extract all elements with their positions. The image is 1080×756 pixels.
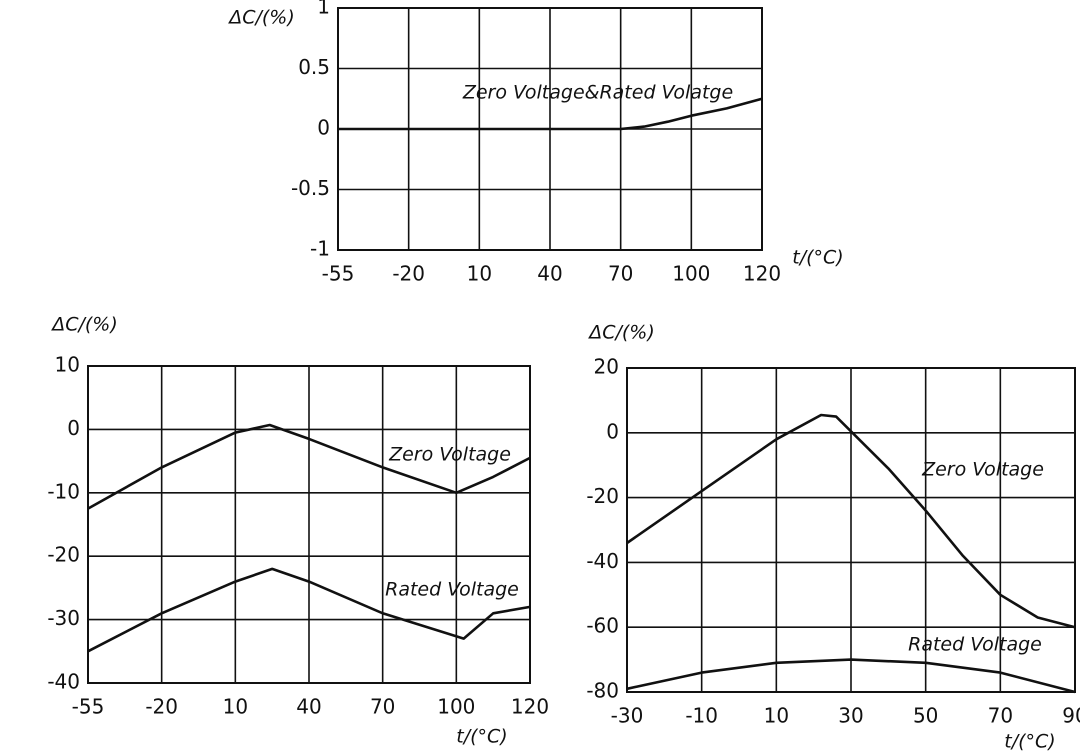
y-tick-label: 0: [606, 419, 619, 443]
y-axis-title: ΔC/(%): [587, 322, 655, 344]
x-tick-label: -10: [685, 704, 718, 728]
x-axis-title: t/(°C): [456, 726, 507, 748]
x-axis-title: t/(°C): [1004, 731, 1055, 753]
y-tick-label: 0: [67, 416, 80, 440]
x-tick-label: 100: [437, 695, 475, 719]
plot-frame: [87, 365, 531, 684]
x-tick-label: -30: [611, 704, 644, 728]
x-tick-label: 90: [1062, 704, 1080, 728]
x-tick-label: 120: [511, 695, 549, 719]
y-tick-label: 1: [317, 0, 330, 19]
x-tick-label: 120: [743, 262, 781, 286]
y-axis-title: ΔC/(%): [50, 314, 118, 336]
y-tick-label: -20: [47, 543, 80, 567]
x-tick-label: 30: [838, 704, 863, 728]
series-label: Zero Voltage&Rated Volatge: [462, 82, 733, 104]
data-line: [87, 423, 531, 510]
series-label: Zero Voltage: [921, 459, 1044, 481]
x-axis-title: t/(°C): [792, 247, 843, 269]
y-axis-title: ΔC/(%): [227, 7, 295, 29]
data-line: [87, 567, 531, 653]
y-tick-label: -40: [47, 670, 80, 694]
x-tick-label: -55: [322, 262, 355, 286]
x-tick-label: 10: [223, 695, 248, 719]
y-tick-label: -20: [586, 484, 619, 508]
x-tick-label: 100: [672, 262, 710, 286]
data-line: [338, 97, 763, 131]
series-label: Rated Voltage: [908, 634, 1042, 656]
x-tick-label: 50: [913, 704, 938, 728]
y-tick-label: -10: [47, 479, 80, 503]
y-tick-label: -30: [47, 606, 80, 630]
y-tick-label: 10: [55, 353, 80, 377]
y-tick-label: 0.5: [298, 55, 330, 79]
plot-frame: [626, 367, 1076, 693]
y-tick-label: -1: [310, 237, 330, 261]
y-tick-label: 0: [317, 116, 330, 140]
y-tick-label: -0.5: [291, 176, 330, 200]
x-tick-label: -20: [392, 262, 425, 286]
x-tick-label: 40: [296, 695, 321, 719]
x-tick-label: -55: [72, 695, 105, 719]
x-tick-label: 70: [370, 695, 395, 719]
x-tick-label: -20: [145, 695, 178, 719]
series-label: Zero Voltage: [388, 444, 511, 466]
y-tick-label: -60: [586, 614, 619, 638]
y-tick-label: -80: [586, 679, 619, 703]
x-tick-label: 10: [764, 704, 789, 728]
y-tick-label: -40: [586, 549, 619, 573]
series-label: Rated Voltage: [385, 579, 519, 601]
data-line: [626, 658, 1076, 694]
y-tick-label: 20: [594, 355, 619, 379]
x-tick-label: 70: [988, 704, 1013, 728]
x-tick-label: 40: [537, 262, 562, 286]
x-tick-label: 70: [608, 262, 633, 286]
data-line: [626, 413, 1076, 629]
x-tick-label: 10: [467, 262, 492, 286]
